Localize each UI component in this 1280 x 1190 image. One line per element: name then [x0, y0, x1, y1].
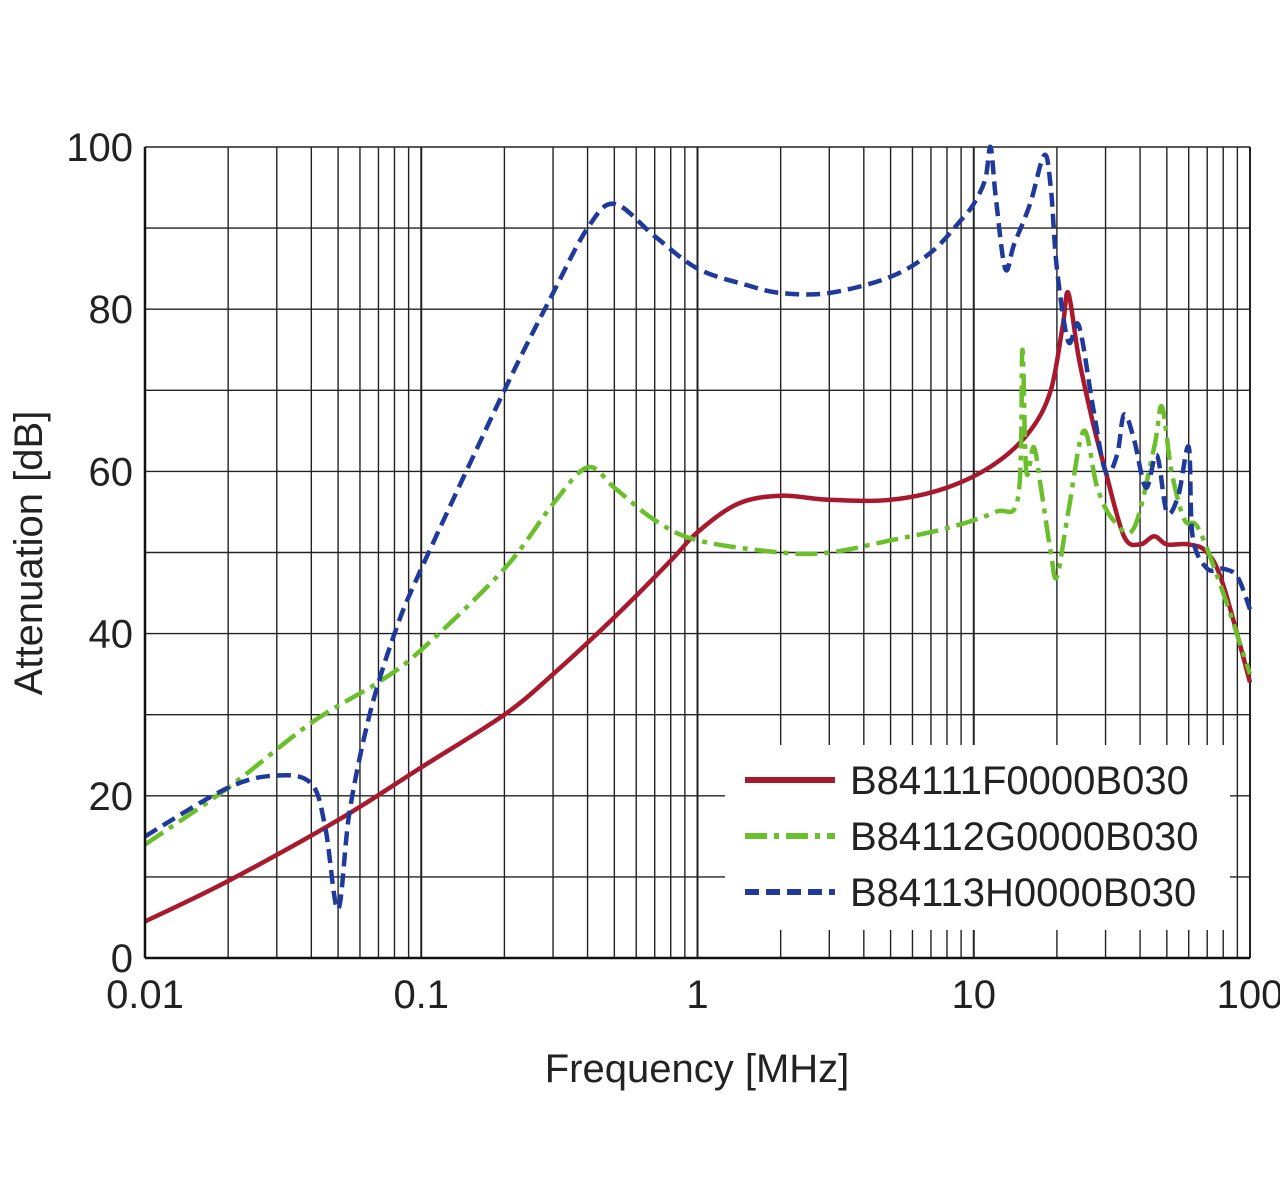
series-lines — [143, 144, 1253, 924]
axes: 0.01 0.1 1 10 100 0 20 40 60 80 100 — [66, 126, 1280, 1017]
legend-label: B84111F0000B030 — [850, 759, 1189, 803]
legend-label: B84112G0000B030 — [850, 815, 1198, 859]
series-line-2 — [143, 347, 1253, 847]
y-tick-label: 100 — [66, 126, 133, 170]
y-tick-label: 80 — [89, 288, 134, 332]
legend: B84111F0000B030 B84112G0000B030 B84113H000… — [725, 745, 1230, 930]
x-tick-label: 1 — [686, 973, 708, 1017]
x-axis-title: Frequency [MHz] — [545, 1047, 850, 1091]
series-line-1 — [144, 289, 1253, 924]
y-axis-title: Attenuation [dB] — [7, 411, 51, 696]
y-tick-label: 60 — [89, 450, 134, 494]
x-tick-label: 100 — [1217, 973, 1280, 1017]
y-tick-label: 40 — [89, 613, 134, 657]
series-line-3 — [143, 144, 1253, 912]
legend-box — [725, 745, 1230, 930]
y-tick-label: 20 — [89, 775, 134, 819]
x-tick-label: 0.1 — [393, 973, 449, 1017]
y-tick-label: 0 — [111, 937, 133, 981]
legend-label: B84113H0000B030 — [850, 871, 1196, 915]
x-tick-label: 10 — [952, 973, 997, 1017]
x-tick-label: 0.01 — [106, 973, 184, 1017]
